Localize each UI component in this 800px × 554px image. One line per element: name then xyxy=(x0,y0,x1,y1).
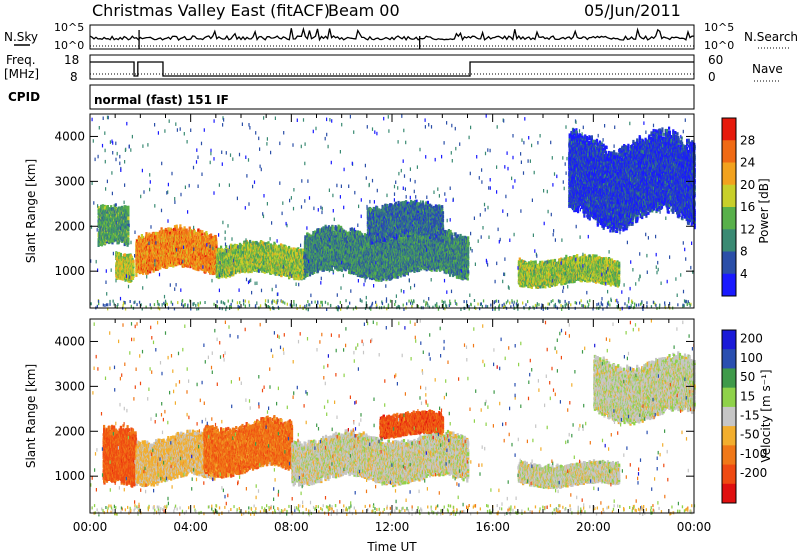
nsky-strip: N.Sky 10^5 10^0 10^5 10^0 N.Search xyxy=(4,21,798,52)
date-label: 05/Jun/2011 xyxy=(584,1,681,20)
nave-bottom-tick: 0 xyxy=(708,70,716,84)
nsearch-top-tick: 10^5 xyxy=(704,21,734,34)
cpid-label: CPID xyxy=(8,90,40,104)
nave-top-tick: 60 xyxy=(708,53,723,67)
heatmap-cell xyxy=(115,203,117,206)
nsky-bottom-tick: 10^0 xyxy=(54,39,84,52)
cpid-text: normal (fast) 151 IF xyxy=(94,93,229,107)
beam-label: Beam 00 xyxy=(328,1,400,20)
figure-title: Christmas Valley East (fitACF) xyxy=(92,1,330,20)
nsearch-bottom-tick: 10^0 xyxy=(704,39,734,52)
nave-label: Nave xyxy=(752,62,783,76)
cpid-strip: CPID normal (fast) 151 IF xyxy=(8,85,694,109)
freq-bottom-tick: 8 xyxy=(70,70,78,84)
freq-strip: Freq. [MHz] 18 8 60 0 Nave xyxy=(4,53,783,84)
nsky-label: N.Sky xyxy=(4,30,38,44)
nsky-top-tick: 10^5 xyxy=(54,21,84,34)
figure: Christmas Valley East (fitACF) Beam 00 0… xyxy=(0,0,800,554)
freq-label: Freq. xyxy=(6,53,36,67)
freq-top-tick: 18 xyxy=(64,53,79,67)
nsearch-label: N.Search xyxy=(744,30,798,44)
power-heatmap xyxy=(90,114,696,311)
freq-unit: [MHz] xyxy=(4,67,39,81)
